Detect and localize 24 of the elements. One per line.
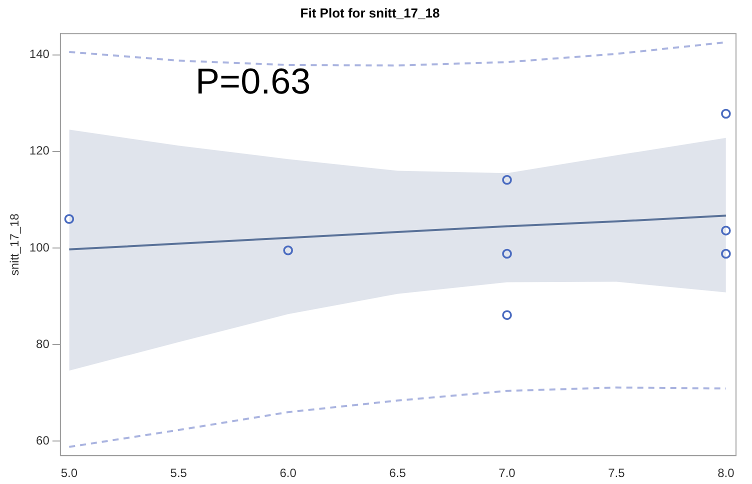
y-tick-label: 80 bbox=[36, 336, 50, 351]
chart-title: Fit Plot for snitt_17_18 bbox=[300, 5, 440, 20]
point bbox=[721, 226, 731, 236]
x-tick-label: 7.0 bbox=[498, 466, 516, 480]
x-tick-label: 6.0 bbox=[280, 466, 297, 480]
y-tick-label: 140 bbox=[29, 47, 50, 62]
point bbox=[721, 248, 731, 259]
point bbox=[283, 245, 293, 256]
point bbox=[502, 248, 512, 259]
x-tick-label: 7.5 bbox=[608, 466, 626, 480]
x-tick-label: 8.0 bbox=[718, 466, 735, 480]
annotation: P=0.63 bbox=[196, 60, 311, 102]
point bbox=[502, 310, 512, 320]
y-tick-label: 100 bbox=[29, 240, 50, 254]
x-tick-label: 5.0 bbox=[60, 466, 78, 480]
x-tick-label: 6.5 bbox=[389, 466, 406, 480]
y-tick-label: 60 bbox=[36, 433, 50, 448]
x-tick-label: 5.5 bbox=[170, 466, 188, 480]
line-series bbox=[68, 386, 727, 448]
y-axis-title: snitt_17_18 bbox=[8, 213, 22, 276]
point bbox=[502, 175, 512, 185]
y-tick-label: 120 bbox=[29, 144, 50, 158]
point bbox=[64, 214, 74, 224]
point bbox=[721, 108, 731, 119]
